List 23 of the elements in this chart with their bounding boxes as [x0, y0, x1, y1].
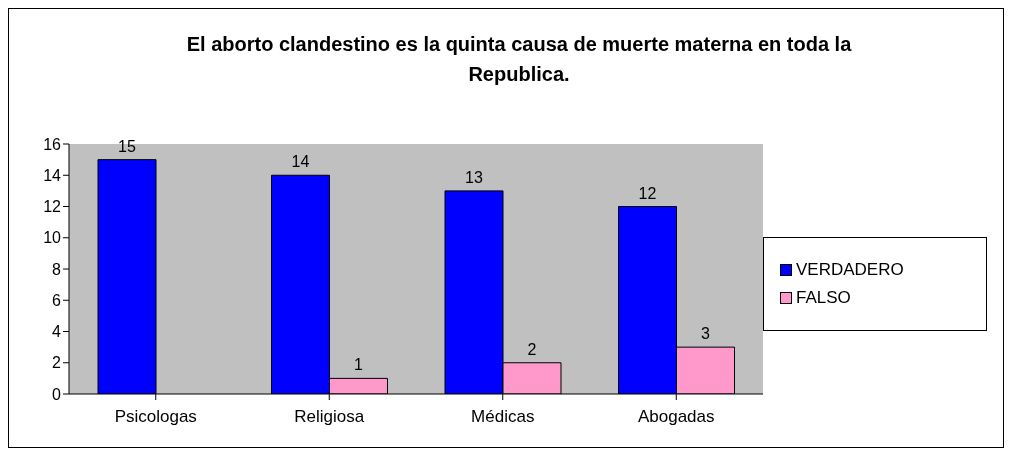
data-label: 12 [638, 184, 657, 202]
data-label: 1 [354, 356, 364, 374]
data-label: 14 [291, 153, 310, 171]
y-tick-label: 12 [43, 198, 62, 216]
legend-label: VERDADERO [796, 260, 904, 280]
data-label: 13 [465, 168, 483, 186]
y-tick-label: 6 [52, 291, 62, 309]
data-label: 15 [118, 137, 136, 155]
data-label: 3 [701, 325, 711, 343]
y-tick-label: 8 [52, 260, 62, 278]
y-tick-label: 14 [43, 166, 62, 184]
x-tick-label: Médicas [471, 407, 535, 427]
x-tick-label: Psicologas [114, 407, 197, 427]
chart-title: El aborto clandestino es la quinta causa de muerte materna en toda la Republica. [185, 32, 853, 87]
y-tick-label: 0 [52, 385, 62, 403]
y-tick-label: 4 [52, 323, 62, 341]
legend-label: FALSO [796, 288, 851, 308]
x-tick-label: Abogadas [637, 407, 715, 427]
y-tick-label: 2 [52, 354, 62, 372]
x-tick-label: Religiosa [294, 407, 365, 427]
y-tick-label: 16 [43, 135, 62, 153]
data-label: 2 [527, 340, 537, 358]
y-tick-label: 10 [43, 229, 62, 247]
